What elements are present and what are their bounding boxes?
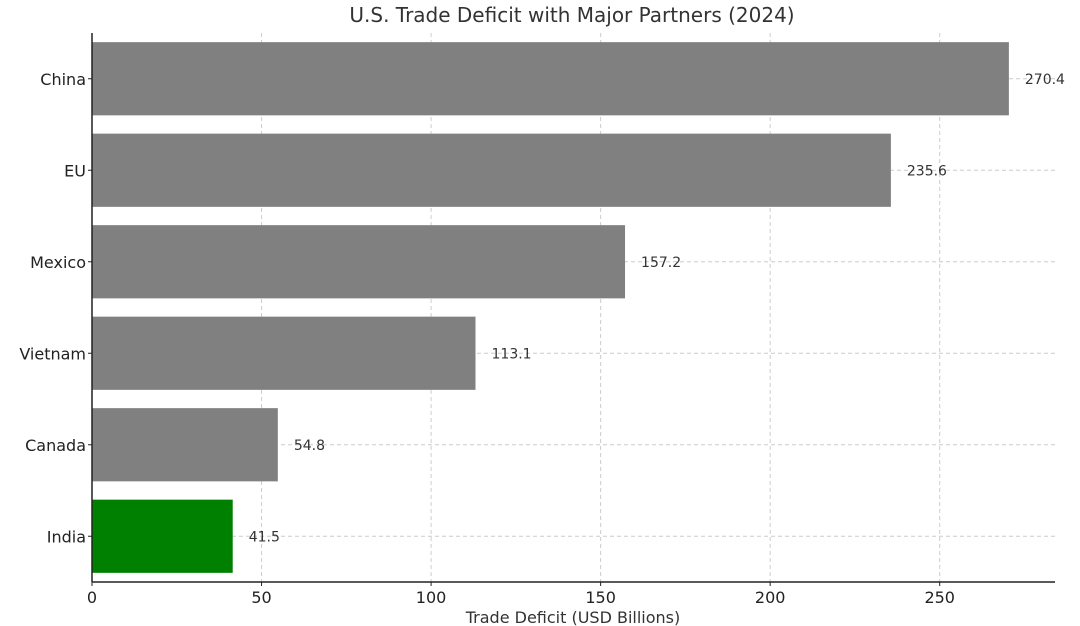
x-tick-label-0: 0	[87, 588, 97, 607]
bar-eu	[92, 133, 891, 207]
y-tick-label-vietnam: Vietnam	[19, 344, 86, 363]
y-tick-label-mexico: Mexico	[30, 253, 86, 272]
x-tick-label-250: 250	[924, 588, 955, 607]
axis-layer	[88, 33, 1055, 586]
value-label-vietnam: 113.1	[492, 346, 532, 362]
bar-layer	[92, 42, 1009, 573]
x-tick-label-100: 100	[416, 588, 447, 607]
value-label-canada: 54.8	[294, 438, 325, 454]
value-label-china: 270.4	[1025, 72, 1065, 88]
grid-layer	[92, 33, 1055, 582]
bar-mexico	[92, 225, 626, 299]
bar-vietnam	[92, 316, 476, 390]
y-tick-label-canada: Canada	[25, 436, 86, 455]
value-label-india: 41.5	[249, 529, 280, 545]
chart-title: U.S. Trade Deficit with Major Partners (…	[349, 3, 794, 27]
y-tick-label-china: China	[40, 70, 86, 89]
value-label-mexico: 157.2	[641, 255, 681, 271]
bar-india	[92, 499, 233, 573]
x-tick-label-50: 50	[251, 588, 271, 607]
value-label-eu: 235.6	[907, 163, 947, 179]
bar-canada	[92, 408, 278, 482]
y-tick-label-eu: EU	[64, 161, 86, 180]
x-tick-label-200: 200	[755, 588, 786, 607]
x-tick-label-150: 150	[585, 588, 616, 607]
y-tick-label-india: India	[47, 527, 86, 546]
bar-china	[92, 42, 1009, 116]
x-axis-label: Trade Deficit (USD Billions)	[465, 608, 681, 626]
label-layer: 270.4 China 235.6 EU 157.2 Mexico 113.1 Vietnam…	[19, 70, 1065, 607]
